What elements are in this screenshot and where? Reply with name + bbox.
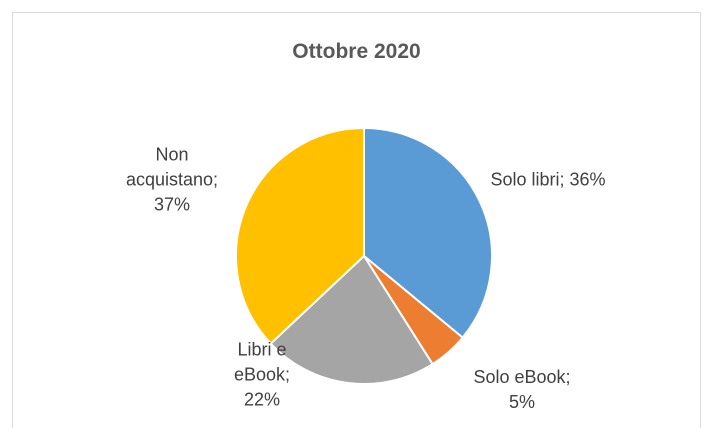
pie-slice [363, 126, 493, 339]
data-label: Solo eBook; 5% [473, 367, 571, 412]
pie-slice [269, 254, 434, 385]
chart-title: Ottobre 2020 [292, 40, 421, 63]
data-label: Non acquistano; 37% [125, 144, 219, 215]
data-label: Solo libri; 36% [490, 169, 606, 190]
data-label: Libri e eBook; 22% [233, 339, 291, 410]
pie-slice [235, 126, 365, 346]
chart-border [12, 12, 701, 428]
